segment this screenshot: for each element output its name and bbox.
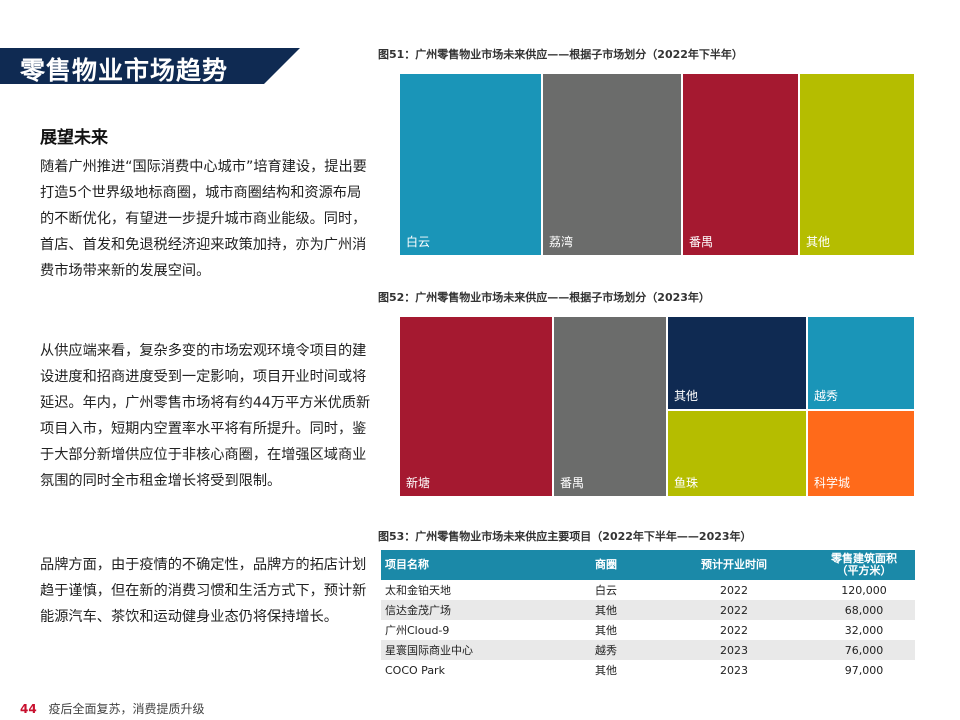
figure51-caption: 图51：广州零售物业市场未来供应——根据子市场划分（2022年下半年） [378,48,743,61]
cell-retail-area: 68,000 [813,600,915,620]
cell-retail-area: 120,000 [841,583,887,597]
treemap-tile-label: 鱼珠 [674,476,699,490]
cell-district: 其他 [557,600,655,620]
cell-project-name: 星寰国际商业中心 [381,640,557,660]
cell-opening-time: 2023 [720,663,748,677]
footer-text: 疫后全面复苏，消费提质升级 [48,702,205,716]
cell-opening-time: 2023 [655,640,813,660]
table-row: COCO Park 其他 2023 97,000 [381,660,915,680]
cell-retail-area: 97,000 [844,663,884,677]
cell-retail-area: 76,000 [813,640,915,660]
cell-retail-area: 32,000 [844,623,884,637]
cell-district: 白云 [595,584,617,597]
section-subheading: 展望未来 [40,128,108,148]
cell-opening-time: 2022 [655,600,813,620]
cell-project-name: COCO Park [385,663,445,677]
cell-district: 其他 [595,624,617,637]
cell-district: 越秀 [557,640,655,660]
treemap-tile: 番禺 [553,316,667,497]
treemap-tile: 番禺 [682,73,799,256]
treemap-tile-label: 其他 [674,389,699,403]
header-project-name: 项目名称 [381,550,557,580]
treemap-tile-label: 番禺 [560,476,585,490]
treemap-tile: 鱼珠 [667,410,807,497]
title-banner: 零售物业市场趋势 [0,48,300,84]
page-title: 零售物业市场趋势 [20,56,229,85]
table-row: 信达金茂广场 其他 2022 68,000 [381,600,915,620]
treemap-tile: 越秀 [807,316,915,410]
treemap-tile-label: 荔湾 [549,235,574,249]
table-header-row: 项目名称 商圈 预计开业时间 零售建筑面积 （平方米） [381,550,915,580]
treemap-tile-label: 其他 [806,235,831,249]
table-row: 广州Cloud-9 其他 2022 32,000 [381,620,915,640]
cell-opening-time: 2022 [720,583,748,597]
header-retail-area: 零售建筑面积 （平方米） [813,550,915,580]
treemap-tile: 其他 [799,73,915,256]
treemap-tile: 新塘 [399,316,553,497]
page-number: 44 [20,702,37,716]
paragraph-brands: 品牌方面，由于疫情的不确定性，品牌方的拓店计划趋于谨慎，但在新的消费习惯和生活方… [40,557,367,625]
table-row: 太和金铂天地 白云 2022 120,000 [381,580,915,600]
treemap-tile-label: 白云 [406,235,431,249]
treemap-tile-label: 越秀 [814,389,839,403]
treemap-tile-label: 新塘 [406,476,431,490]
figure53-caption: 图53：广州零售物业市场未来供应主要项目（2022年下半年——2023年） [378,530,752,543]
cell-district: 其他 [595,664,617,677]
paragraph-outlook: 随着广州推进“国际消费中心城市”培育建设，提出要打造5个世界级地标商圈，城市商圈… [40,159,367,279]
treemap-tile-label: 番禺 [689,235,714,249]
header-opening-time: 预计开业时间 [655,550,813,580]
treemap-tile: 科学城 [807,410,915,497]
footer: 44 疫后全面复苏，消费提质升级 [20,700,205,717]
treemap-tile: 其他 [667,316,807,410]
table-row: 星寰国际商业中心 越秀 2023 76,000 [381,640,915,660]
cell-project-name: 太和金铂天地 [385,584,451,597]
treemap-tile: 白云 [399,73,542,256]
figure52-caption: 图52：广州零售物业市场未来供应——根据子市场划分（2023年） [378,291,710,304]
treemap-tile-label: 科学城 [814,476,851,490]
cell-opening-time: 2022 [720,623,748,637]
paragraph-supply: 从供应端来看，复杂多变的市场宏观环境令项目的建设进度和招商进度受到一定影响，项目… [40,343,371,489]
treemap-2022h2: 白云 荔湾 番禺 其他 [399,73,915,256]
treemap-tile: 荔湾 [542,73,682,256]
projects-table: 项目名称 商圈 预计开业时间 零售建筑面积 （平方米） 太和金铂天地 白云 2022 1… [381,550,915,680]
header-district: 商圈 [557,550,655,580]
treemap-2023: 新塘 番禺 其他 越秀鱼珠 科学城 [399,316,915,497]
cell-project-name: 广州Cloud-9 [385,624,450,637]
cell-project-name: 信达金茂广场 [381,600,557,620]
